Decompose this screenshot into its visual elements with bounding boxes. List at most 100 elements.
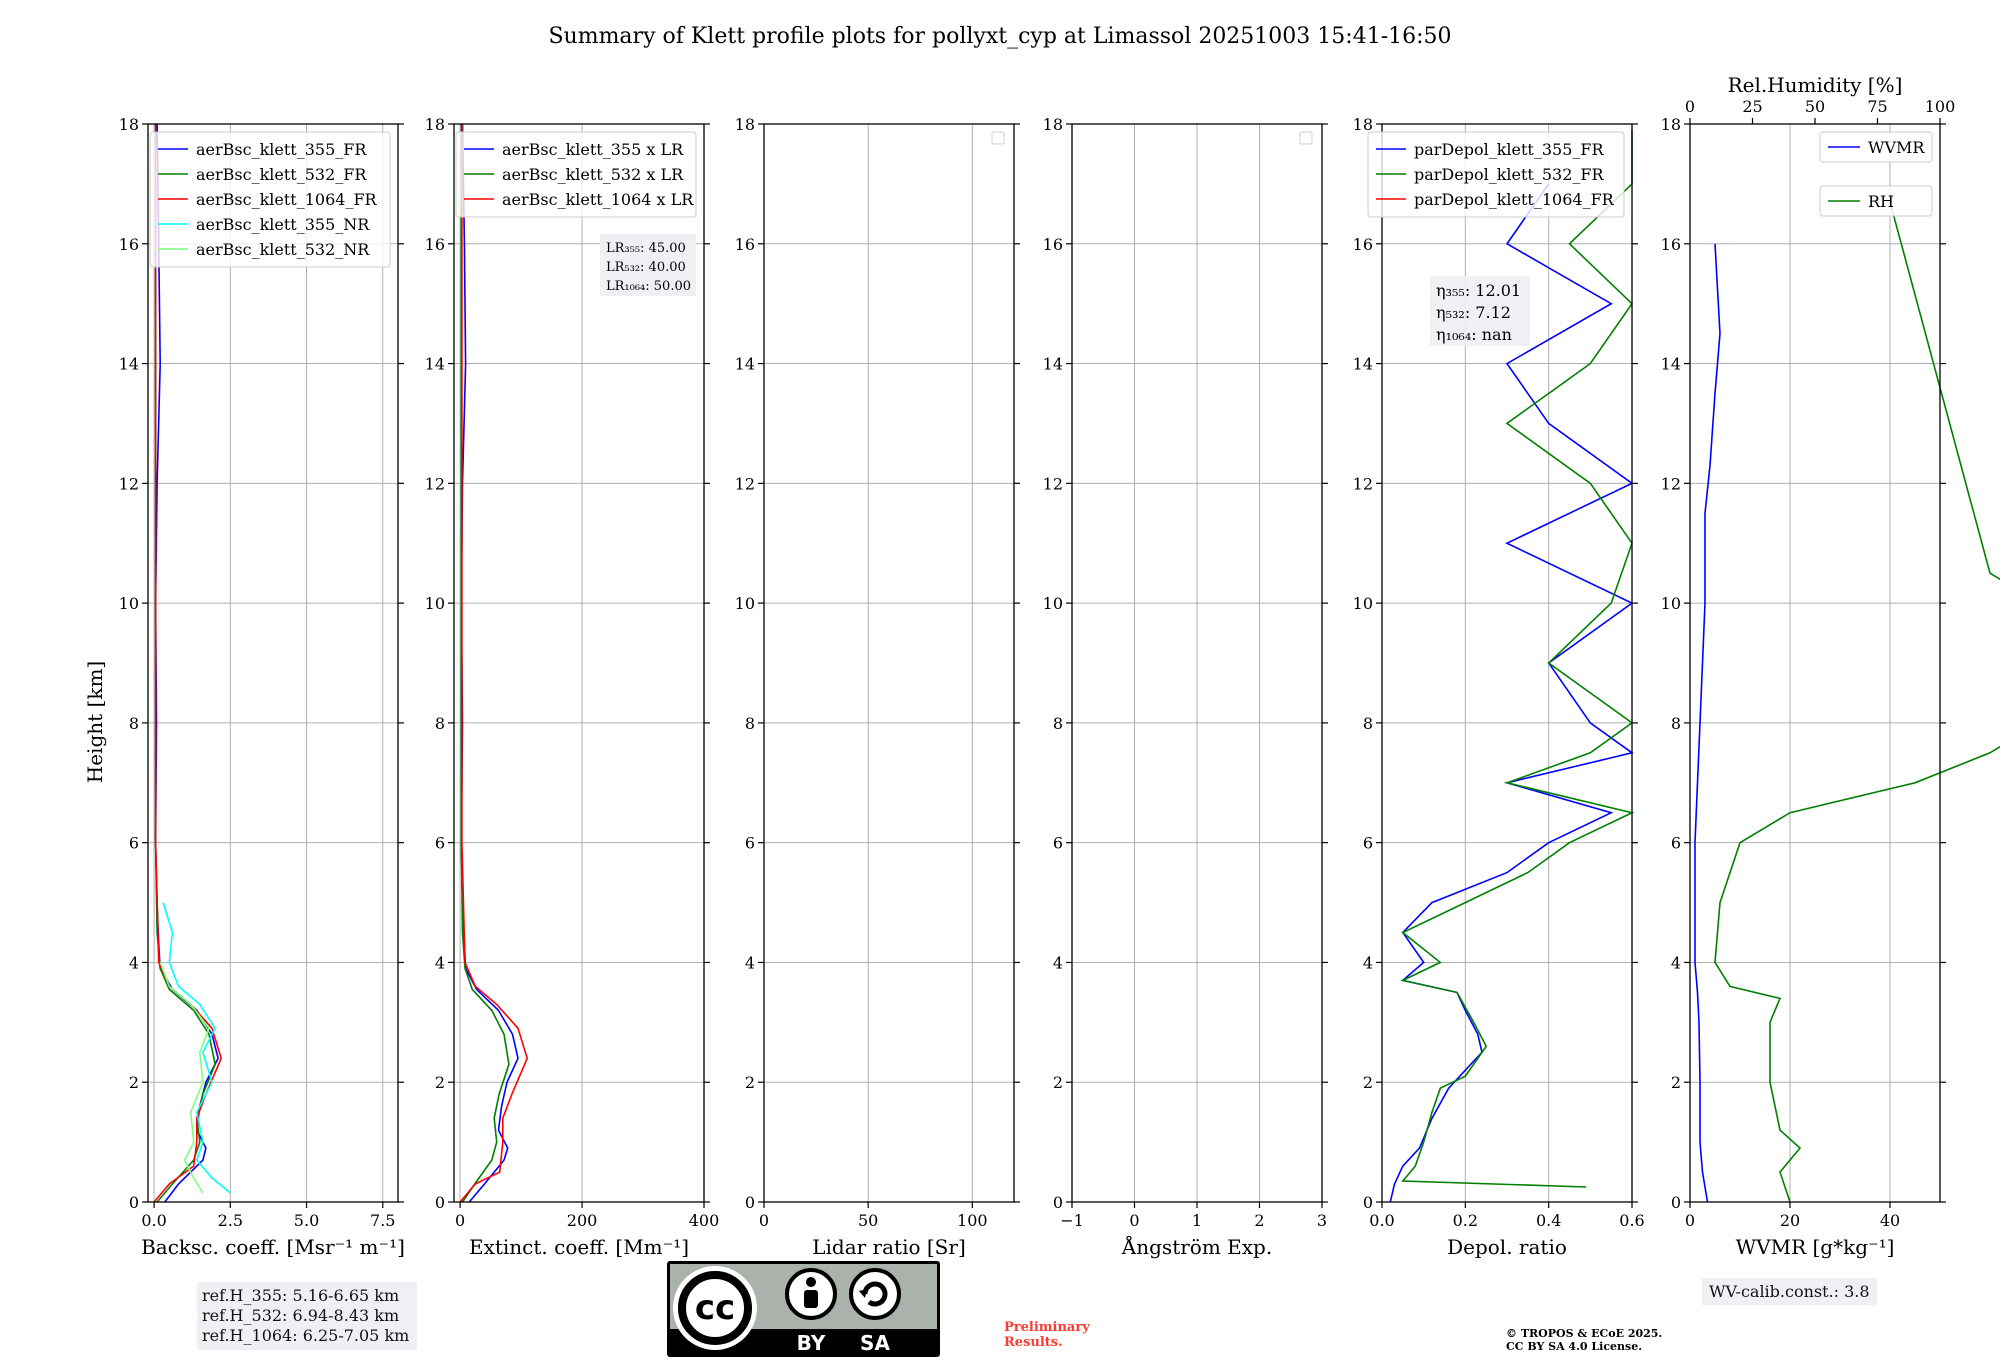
x-axis-label: Depol. ratio (1447, 1235, 1567, 1259)
series-line-WVMR (1694, 243, 1721, 1203)
eta-532: η₅₃₂: 7.12 (1436, 303, 1511, 322)
x-axis-label: Ångström Exp. (1121, 1234, 1272, 1259)
y-tick-label: 6 (435, 834, 445, 853)
y-tick-label: 14 (1661, 355, 1681, 374)
top-x-tick-label: 50 (1805, 97, 1825, 116)
legend-entry-parDepol_klett_532_FR: parDepol_klett_532_FR (1414, 165, 1605, 184)
y-tick-label: 10 (1353, 594, 1373, 613)
axes-frame (1689, 123, 1941, 1203)
y-tick-label: 8 (1363, 714, 1373, 733)
sa-share-icon (849, 1268, 901, 1320)
y-tick-label: 10 (119, 594, 139, 613)
y-tick-label: 10 (425, 594, 445, 613)
lidar-ratio-1064: LR₁₀₆₄: 50.00 (606, 279, 691, 294)
series-line-aerBsc_klett_1064_FR (153, 124, 223, 1203)
y-tick-label: 2 (129, 1073, 139, 1092)
legend-box (149, 131, 391, 268)
series-line-aerBsc_klett_355 x LR (460, 123, 519, 1203)
y-tick-label: 0 (1671, 1193, 1681, 1212)
preliminary-results-note: Preliminary Results. (1004, 1320, 1090, 1350)
y-tick-label: 8 (435, 714, 445, 733)
y-tick-label: 0 (1363, 1193, 1373, 1212)
y-tick-label: 18 (1353, 115, 1373, 134)
wv-calibration-box: WV-calib.const.: 3.8 (1702, 1278, 1877, 1305)
y-tick-label: 16 (425, 235, 445, 254)
y-tick-label: 14 (425, 355, 445, 374)
lidar-ratio-box (600, 234, 696, 296)
top-x-tick-label: 75 (1867, 97, 1887, 116)
y-axis-label: Height [km] (83, 661, 107, 783)
y-tick-label: 6 (1671, 834, 1681, 853)
x-tick-label: 400 (689, 1211, 720, 1230)
y-tick-label: 12 (1661, 474, 1681, 493)
legend-entry-aerBsc_klett_532 x LR: aerBsc_klett_532 x LR (502, 165, 684, 184)
y-tick-label: 8 (1053, 714, 1063, 733)
eta-355: η₃₅₅: 12.01 (1436, 281, 1521, 300)
y-tick-label: 12 (425, 474, 445, 493)
series-line-aerBsc_klett_1064 x LR (459, 124, 529, 1203)
x-tick-label: 100 (957, 1211, 988, 1230)
x-tick-label: 0 (1129, 1211, 1139, 1230)
y-tick-label: 0 (435, 1193, 445, 1212)
y-tick-label: 4 (745, 953, 755, 972)
series-line-aerBsc_klett_532_NR (159, 962, 210, 1194)
x-tick-label: 5.0 (294, 1211, 319, 1230)
x-axis-label: Backsc. coeff. [Msr⁻¹ m⁻¹] (141, 1235, 405, 1259)
x-tick-label: 0.4 (1536, 1211, 1561, 1230)
y-tick-label: 10 (1043, 594, 1063, 613)
reference-heights-box: ref.H_355: 5.16-6.65 km ref.H_532: 6.94-… (197, 1282, 417, 1350)
lidar-ratio-355: LR₃₅₅: 45.00 (606, 241, 686, 256)
top-x-axis-label: Rel.Humidity [%] (1728, 73, 1903, 97)
x-tick-label: 3 (1317, 1211, 1327, 1230)
x-tick-label: 0.6 (1619, 1211, 1644, 1230)
y-tick-label: 16 (1353, 235, 1373, 254)
y-tick-label: 0 (129, 1193, 139, 1212)
y-tick-label: 14 (1043, 355, 1063, 374)
x-tick-label: 20 (1780, 1211, 1800, 1230)
x-tick-label: 7.5 (370, 1211, 395, 1230)
ref-height-532: ref.H_532: 6.94-8.43 km (202, 1306, 400, 1325)
axes-frame (1381, 123, 1633, 1203)
axes-frame (147, 123, 399, 1203)
y-tick-label: 14 (119, 355, 139, 374)
by-label: BY (797, 1331, 826, 1355)
y-tick-label: 0 (1053, 1193, 1063, 1212)
y-tick-label: 18 (1043, 115, 1063, 134)
x-tick-label: 0 (759, 1211, 769, 1230)
lidar-ratio-532: LR₅₃₂: 40.00 (606, 260, 686, 275)
y-tick-label: 4 (129, 953, 139, 972)
x-axis-label: Lidar ratio [Sr] (812, 1235, 966, 1259)
x-tick-label: 1 (1192, 1211, 1202, 1230)
x-tick-label: 50 (858, 1211, 878, 1230)
legend-entry-parDepol_klett_355_FR: parDepol_klett_355_FR (1414, 140, 1605, 159)
x-tick-label: 40 (1880, 1211, 1900, 1230)
panel-lidar-ratio: 0 2 4 6 8 10 12 14 16 18 0 50 100 Lidar ratio [Sr] (735, 115, 1020, 1259)
legend-entry-parDepol_klett_1064_FR: parDepol_klett_1064_FR (1414, 190, 1615, 209)
x-tick-label: 0 (455, 1211, 465, 1230)
legend-entry-aerBsc_klett_355_FR: aerBsc_klett_355_FR (196, 140, 367, 159)
y-tick-label: 2 (1053, 1073, 1063, 1092)
axes-frame (453, 123, 705, 1203)
x-tick-label: −1 (1060, 1211, 1084, 1230)
y-tick-label: 18 (119, 115, 139, 134)
eta-box (1430, 276, 1530, 346)
legend-entry-WVMR: WVMR (1868, 138, 1925, 157)
y-tick-label: 12 (1043, 474, 1063, 493)
y-tick-label: 14 (735, 355, 755, 374)
legend-box (1819, 185, 1933, 217)
x-tick-label: 2.5 (218, 1211, 243, 1230)
y-tick-label: 12 (735, 474, 755, 493)
y-tick-label: 16 (1661, 235, 1681, 254)
figure-title: Summary of Klett profile plots for polly… (548, 24, 1451, 49)
y-tick-label: 2 (745, 1073, 755, 1092)
y-tick-label: 4 (1671, 953, 1681, 972)
legend-entry-aerBsc_klett_355 x LR: aerBsc_klett_355 x LR (502, 140, 684, 159)
y-tick-label: 6 (1053, 834, 1063, 853)
legend-entry-aerBsc_klett_1064 x LR: aerBsc_klett_1064 x LR (502, 190, 694, 209)
legend-entry-aerBsc_klett_355_NR: aerBsc_klett_355_NR (196, 215, 370, 234)
x-tick-label: 0.0 (1369, 1211, 1394, 1230)
legend-entry-aerBsc_klett_532_FR: aerBsc_klett_532_FR (196, 165, 367, 184)
